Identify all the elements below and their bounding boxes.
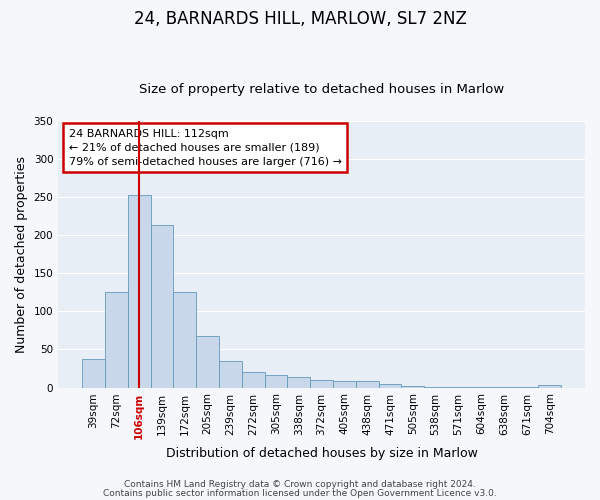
Text: Contains HM Land Registry data © Crown copyright and database right 2024.: Contains HM Land Registry data © Crown c…: [124, 480, 476, 489]
Bar: [356, 382, 379, 388]
Bar: [379, 384, 401, 388]
Bar: [401, 386, 424, 388]
Bar: [287, 377, 310, 388]
Bar: [105, 292, 128, 388]
Bar: [424, 387, 447, 388]
Bar: [333, 382, 356, 388]
Text: Contains public sector information licensed under the Open Government Licence v3: Contains public sector information licen…: [103, 489, 497, 498]
Y-axis label: Number of detached properties: Number of detached properties: [15, 156, 28, 352]
Bar: [538, 386, 561, 388]
Bar: [196, 336, 219, 388]
Bar: [151, 225, 173, 388]
Bar: [265, 374, 287, 388]
Title: Size of property relative to detached houses in Marlow: Size of property relative to detached ho…: [139, 83, 504, 96]
Bar: [310, 380, 333, 388]
Text: 24 BARNARDS HILL: 112sqm
← 21% of detached houses are smaller (189)
79% of semi-: 24 BARNARDS HILL: 112sqm ← 21% of detach…: [69, 129, 342, 167]
Bar: [128, 194, 151, 388]
Bar: [242, 372, 265, 388]
Bar: [173, 292, 196, 388]
X-axis label: Distribution of detached houses by size in Marlow: Distribution of detached houses by size …: [166, 447, 478, 460]
Bar: [219, 361, 242, 388]
Bar: [82, 358, 105, 388]
Text: 24, BARNARDS HILL, MARLOW, SL7 2NZ: 24, BARNARDS HILL, MARLOW, SL7 2NZ: [134, 10, 466, 28]
